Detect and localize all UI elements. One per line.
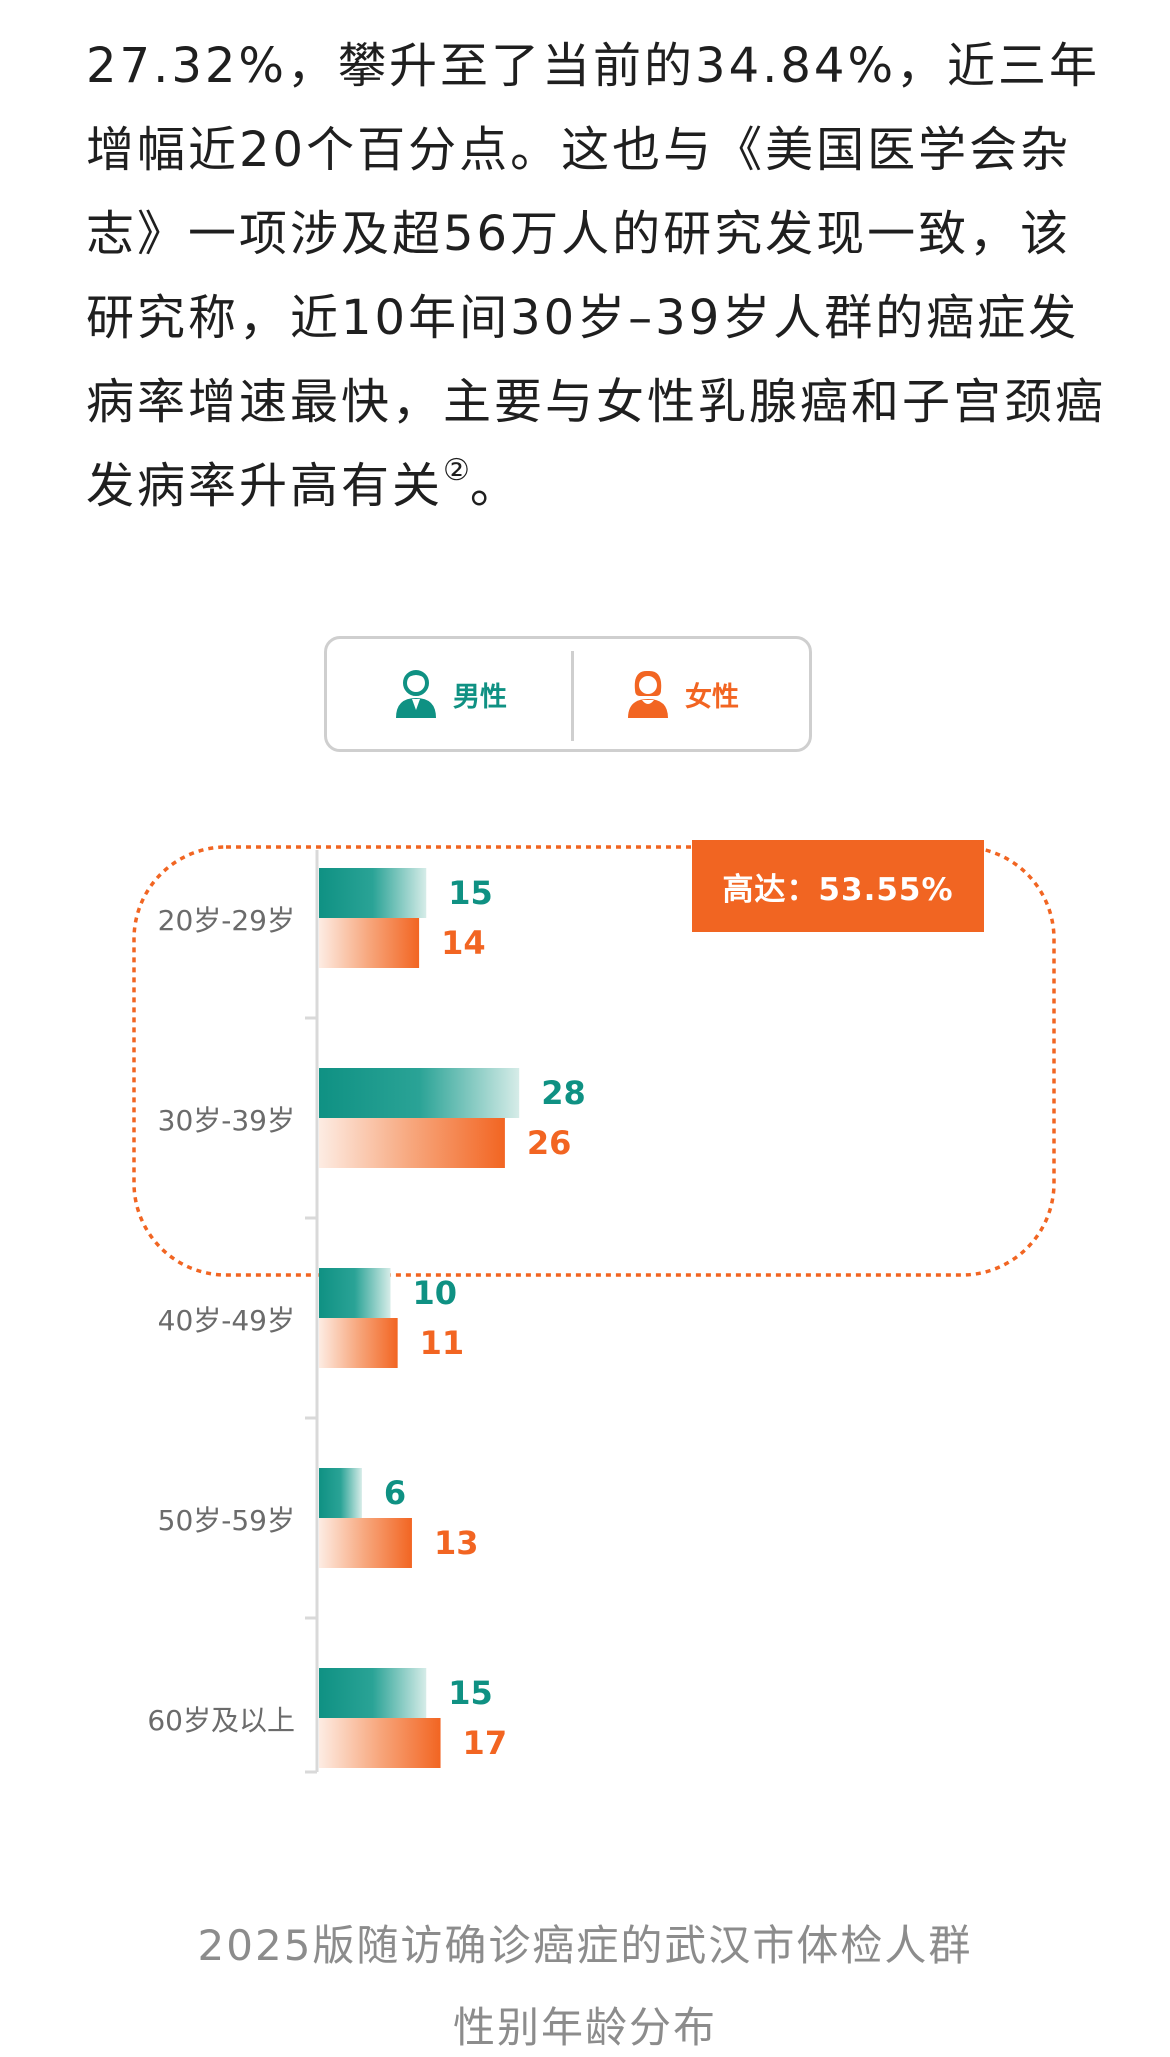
- bar-female: [319, 1518, 412, 1568]
- bar-chart: 20岁-29岁 15 14 30岁-39岁 28 26 40岁-49岁 10 11 50岁-59岁…: [0, 820, 1170, 1860]
- category-label: 30岁-39岁: [158, 1104, 295, 1137]
- bar-chart-svg: 20岁-29岁 15 14 30岁-39岁 28 26 40岁-49岁 10 11 50岁-59岁…: [132, 845, 1056, 1774]
- article-end: 。: [469, 458, 521, 514]
- bar-male: [319, 1468, 362, 1518]
- legend-male-label: 男性: [453, 681, 507, 713]
- data-label-female: 14: [441, 924, 486, 962]
- bar-female: [319, 1118, 505, 1168]
- footnote-marker[interactable]: ②: [443, 453, 470, 488]
- figure-caption-line1: 2025版随访确诊癌症的武汉市体检人群: [197, 1921, 973, 1970]
- bar-female: [319, 1318, 398, 1368]
- bar-male: [319, 1268, 391, 1318]
- article-paragraph: 27.32%，攀升至了当前的34.84%，近三年增幅近20个百分点。这也与《美国…: [86, 24, 1106, 528]
- highlight-frame: [132, 845, 1056, 1277]
- legend-female: 女性: [625, 639, 739, 749]
- legend-male: 男性: [393, 639, 507, 749]
- data-label-male: 15: [448, 1674, 493, 1712]
- highlight-badge: 高达：53.55%: [692, 840, 984, 932]
- legend-divider: [571, 651, 574, 741]
- female-person-icon: [628, 670, 668, 718]
- bar-female: [319, 1718, 441, 1768]
- data-label-male: 28: [541, 1074, 586, 1112]
- legend-female-label: 女性: [685, 681, 739, 713]
- data-label-female: 13: [434, 1524, 479, 1562]
- data-label-male: 10: [413, 1274, 458, 1312]
- male-person-icon: [396, 670, 436, 718]
- article-text: 27.32%，攀升至了当前的34.84%，近三年增幅近20个百分点。这也与《美国…: [86, 38, 1107, 514]
- data-label-male: 6: [384, 1474, 406, 1512]
- bar-male: [319, 1068, 520, 1118]
- category-label: 20岁-29岁: [158, 904, 295, 937]
- bar-male: [319, 868, 427, 918]
- data-label-male: 15: [448, 874, 493, 912]
- data-label-female: 26: [527, 1124, 572, 1162]
- category-label: 40岁-49岁: [158, 1304, 295, 1337]
- bar-male: [319, 1668, 427, 1718]
- category-label: 50岁-59岁: [158, 1504, 295, 1537]
- chart-legend: 男性 女性: [324, 636, 812, 752]
- figure-caption-line2: 性别年龄分布: [452, 2003, 717, 2052]
- data-label-female: 11: [420, 1324, 465, 1362]
- category-label: 60岁及以上: [147, 1704, 295, 1737]
- data-label-female: 17: [463, 1724, 508, 1762]
- bar-female: [319, 918, 420, 968]
